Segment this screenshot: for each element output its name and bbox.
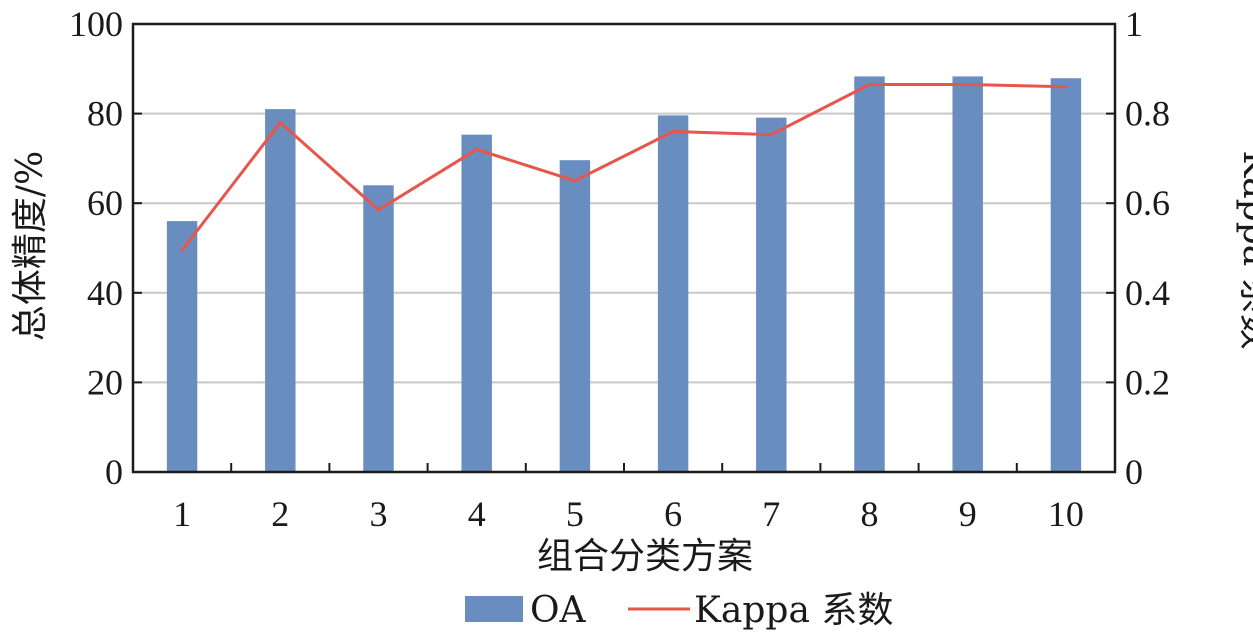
y2-tick-label: 0	[1125, 452, 1143, 492]
kappa-point	[1064, 85, 1068, 89]
y-tick-label: 100	[69, 4, 123, 44]
bar-oa	[952, 76, 983, 472]
y-tick-label: 60	[87, 183, 123, 223]
bar-oa	[657, 115, 689, 472]
y2-tick-label: 0.6	[1125, 183, 1170, 223]
y-tick-label: 80	[87, 94, 123, 134]
kappa-point	[769, 133, 773, 137]
right-axis-ticks: 0 0.2 0.4 0.6 0.8 1	[1106, 4, 1170, 492]
legend-swatch-oa	[465, 596, 523, 622]
bar-oa	[265, 109, 296, 473]
x-tick-label: 7	[762, 494, 780, 534]
y2-tick-label: 0.8	[1125, 94, 1170, 134]
legend-label-oa: OA	[530, 590, 587, 631]
bar-oa	[363, 185, 394, 472]
kappa-point	[377, 208, 380, 212]
kappa-point	[966, 82, 970, 86]
kappa-point	[475, 147, 479, 151]
bar-series-oa	[166, 76, 1082, 473]
legend: OA Kappa 系数	[465, 590, 893, 631]
y-tick-label: 40	[87, 273, 123, 313]
gridlines	[133, 112, 1115, 384]
y-tick-label: 20	[87, 362, 123, 402]
y2-tick-label: 1	[1125, 4, 1143, 44]
x-tick-label: 8	[861, 494, 879, 534]
bar-oa	[854, 76, 885, 472]
bar-oa	[559, 160, 591, 472]
kappa-point	[868, 82, 871, 86]
x-tick-label: 5	[566, 494, 584, 534]
x-tick-label: 1	[173, 494, 191, 534]
line-series-kappa	[180, 82, 1068, 252]
x-axis-ticks: 1 2 3 4 5 6 7 8 9 10	[173, 463, 1084, 534]
x-tick-label: 2	[271, 494, 289, 534]
x-tick-label: 4	[468, 494, 486, 534]
kappa-point	[671, 130, 675, 134]
y2-tick-label: 0.2	[1125, 362, 1170, 402]
bar-oa	[461, 134, 492, 472]
kappa-point	[278, 121, 282, 125]
left-axis-ticks: 0 20 40 60 80 100	[69, 4, 142, 492]
y-tick-label: 0	[105, 452, 123, 492]
y-axis-title: 总体精度/%	[10, 151, 51, 341]
legend-label-kappa: Kappa 系数	[694, 590, 893, 631]
y2-tick-label: 0.4	[1125, 273, 1170, 313]
x-axis-title: 组合分类方案	[537, 536, 753, 577]
x-tick-label: 10	[1048, 494, 1084, 534]
x-tick-label: 3	[370, 494, 388, 534]
kappa-line	[180, 82, 1066, 252]
kappa-point	[180, 248, 184, 252]
bar-oa	[756, 117, 787, 472]
y2-axis-title: Kappa 系数	[1235, 150, 1253, 349]
bar-oa	[1050, 78, 1082, 472]
x-tick-label: 9	[959, 494, 977, 534]
x-tick-label: 6	[664, 494, 682, 534]
bar-oa	[166, 221, 198, 472]
kappa-point	[573, 179, 577, 183]
